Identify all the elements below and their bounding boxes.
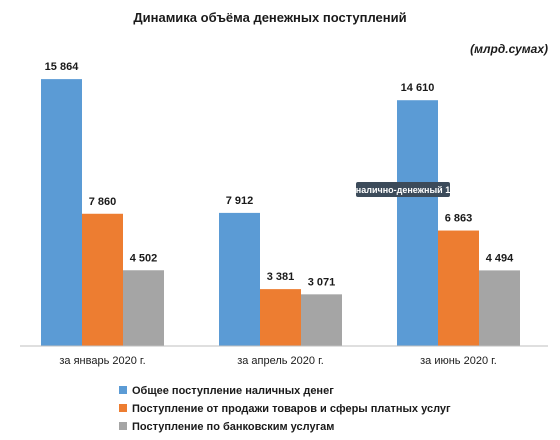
bar-2-2 — [260, 289, 301, 346]
data-label-3-1: 4 502 — [130, 252, 158, 264]
x-tick-labels: за январь 2020 г. за апрель 2020 г. за июн… — [59, 355, 496, 367]
tooltip-text: налично-денежный 1 — [356, 185, 450, 195]
bar-1-1 — [41, 79, 82, 347]
data-labels-layer: 15 864 7 860 4 502 7 912 3 381 3 071 14 610 6 8… — [45, 61, 514, 288]
chart-title: Динамика объёма денежных поступлений — [133, 10, 406, 25]
bar-1-3 — [397, 100, 438, 346]
bar-3-3 — [479, 270, 520, 346]
legend-label-2: Поступление от продажи товаров и сферы п… — [132, 403, 451, 415]
data-label-1-3: 14 610 — [401, 82, 435, 94]
legend-swatch-2 — [119, 404, 127, 412]
data-label-3-3: 4 494 — [486, 252, 514, 264]
data-label-2-3: 6 863 — [445, 213, 473, 225]
bar-3-1 — [123, 270, 164, 346]
x-tick-label-1: за январь 2020 г. — [59, 355, 145, 367]
x-tick-label-2: за апрель 2020 г. — [237, 355, 324, 367]
bar-2-1 — [82, 213, 123, 346]
legend-swatch-1 — [119, 386, 127, 394]
bar-2-3 — [438, 230, 479, 346]
legend-swatch-3 — [119, 422, 127, 430]
x-tick-label-3: за июнь 2020 г. — [420, 355, 497, 367]
data-label-3-2: 3 071 — [308, 276, 336, 288]
data-label-2-1: 7 860 — [89, 196, 117, 208]
data-label-1-2: 7 912 — [226, 195, 254, 207]
legend-label-3: Поступление по банковским услугам — [132, 421, 334, 433]
tooltip-box — [356, 182, 450, 197]
bar-3-2 — [301, 294, 342, 346]
data-label-1-1: 15 864 — [45, 61, 80, 73]
bar-1-2 — [219, 212, 260, 346]
legend: Общее поступление наличных денег Поступле… — [119, 385, 451, 433]
legend-label-1: Общее поступление наличных денег — [132, 385, 334, 397]
unit-label: (млрд.сумах) — [470, 42, 548, 56]
data-label-2-2: 3 381 — [267, 271, 295, 283]
tooltip: налично-денежный 1 — [356, 182, 450, 197]
bars-layer — [41, 79, 520, 347]
